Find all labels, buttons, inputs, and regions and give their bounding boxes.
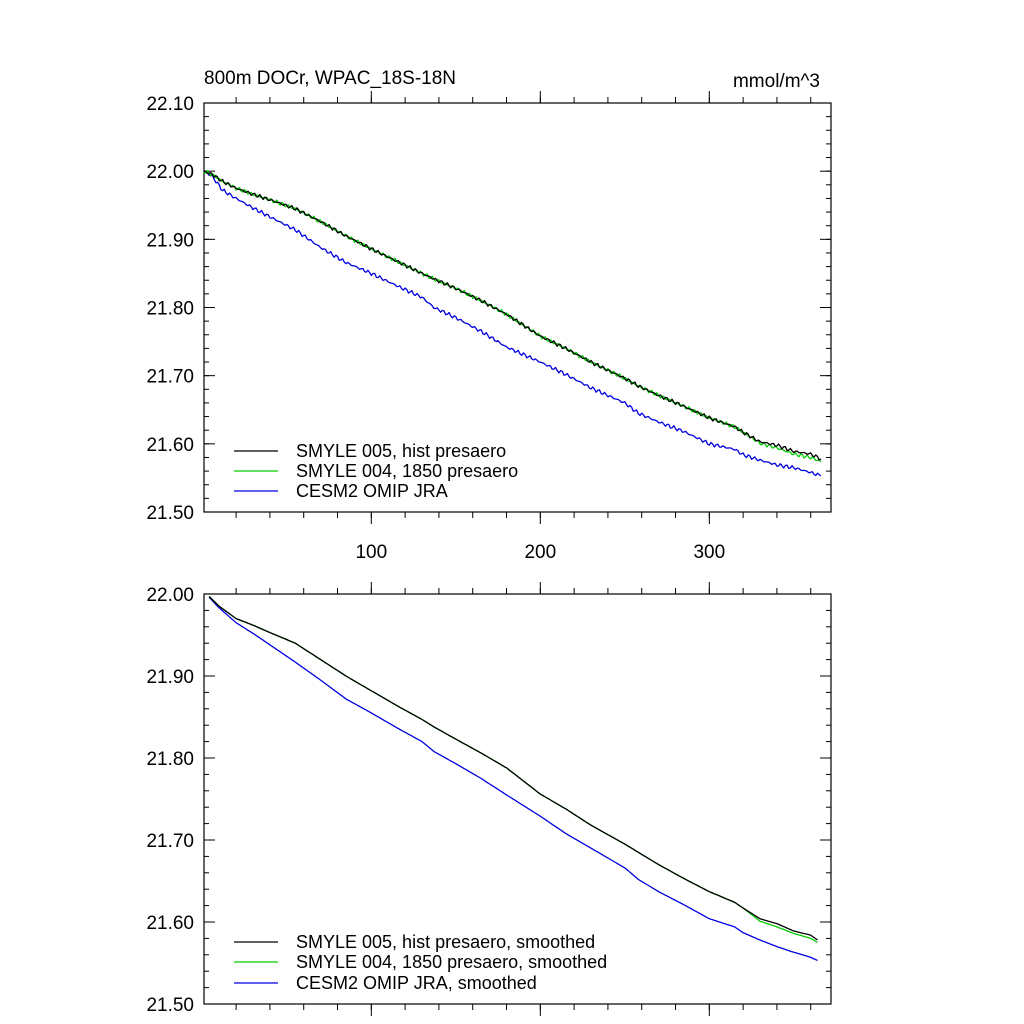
legend-label-smyle004-smoothed: SMYLE 004, 1850 presaero, smoothed	[296, 952, 607, 972]
top-series-line-smyle004	[203, 169, 822, 463]
top-y-tick-label: 21.50	[146, 503, 194, 524]
bottom-y-tick-label: 21.90	[146, 667, 194, 688]
bottom-y-tick-label: 21.80	[146, 749, 194, 770]
legend-label-smyle004: SMYLE 004, 1850 presaero	[296, 461, 518, 481]
top-panel: 800m DOCr, WPAC_18S-18N mmol/m^3 21.5021…	[146, 68, 832, 563]
top-x-tick-label: 200	[524, 542, 556, 563]
top-panel-title: 800m DOCr, WPAC_18S-18N	[204, 68, 456, 89]
bottom-series-line-smyle004	[208, 596, 818, 944]
legend-label-omip-smoothed: CESM2 OMIP JRA, smoothed	[296, 973, 537, 993]
top-x-tick-label: 300	[693, 542, 725, 563]
bottom-y-tick-label: 21.60	[146, 913, 194, 934]
top-series	[203, 169, 822, 477]
top-y-tick-label: 21.90	[146, 230, 194, 251]
top-y-tick-label: 21.60	[146, 435, 194, 456]
legend-label-smyle005-smoothed: SMYLE 005, hist presaero, smoothed	[296, 932, 595, 952]
bottom-plot-frame	[203, 593, 832, 1005]
bottom-series-line-smyle005	[208, 596, 818, 941]
bottom-series	[208, 596, 818, 962]
top-y-tick-label: 22.10	[146, 94, 194, 115]
top-legend: SMYLE 005, hist presaero SMYLE 004, 1850…	[234, 441, 518, 501]
bottom-y-tick-label: 21.50	[146, 995, 194, 1016]
top-panel-units: mmol/m^3	[733, 71, 820, 92]
top-ticks: 21.50 21.60 21.70 21.80 21.90 22.00 22.10 100 20…	[146, 91, 831, 563]
legend-label-smyle005: SMYLE 005, hist presaero	[296, 441, 506, 461]
top-series-line-smyle005	[203, 170, 822, 461]
top-x-tick-label: 100	[355, 542, 387, 563]
top-y-tick-label: 22.00	[146, 162, 194, 183]
bottom-y-tick-label: 21.70	[146, 831, 194, 852]
legend-label-omip: CESM2 OMIP JRA	[296, 481, 448, 501]
bottom-ticks: 21.50 21.60 21.70 21.80 21.90 22.00	[146, 582, 831, 1016]
bottom-panel: 21.50 21.60 21.70 21.80 21.90 22.00 SMYLE 005…	[146, 582, 832, 1016]
top-y-tick-label: 21.70	[146, 367, 194, 388]
top-y-tick-label: 21.80	[146, 299, 194, 320]
bottom-series-line-omip	[208, 596, 818, 962]
top-series-line-omip	[203, 170, 822, 477]
bottom-legend: SMYLE 005, hist presaero, smoothed SMYLE…	[234, 932, 607, 993]
bottom-y-tick-label: 22.00	[146, 585, 194, 606]
